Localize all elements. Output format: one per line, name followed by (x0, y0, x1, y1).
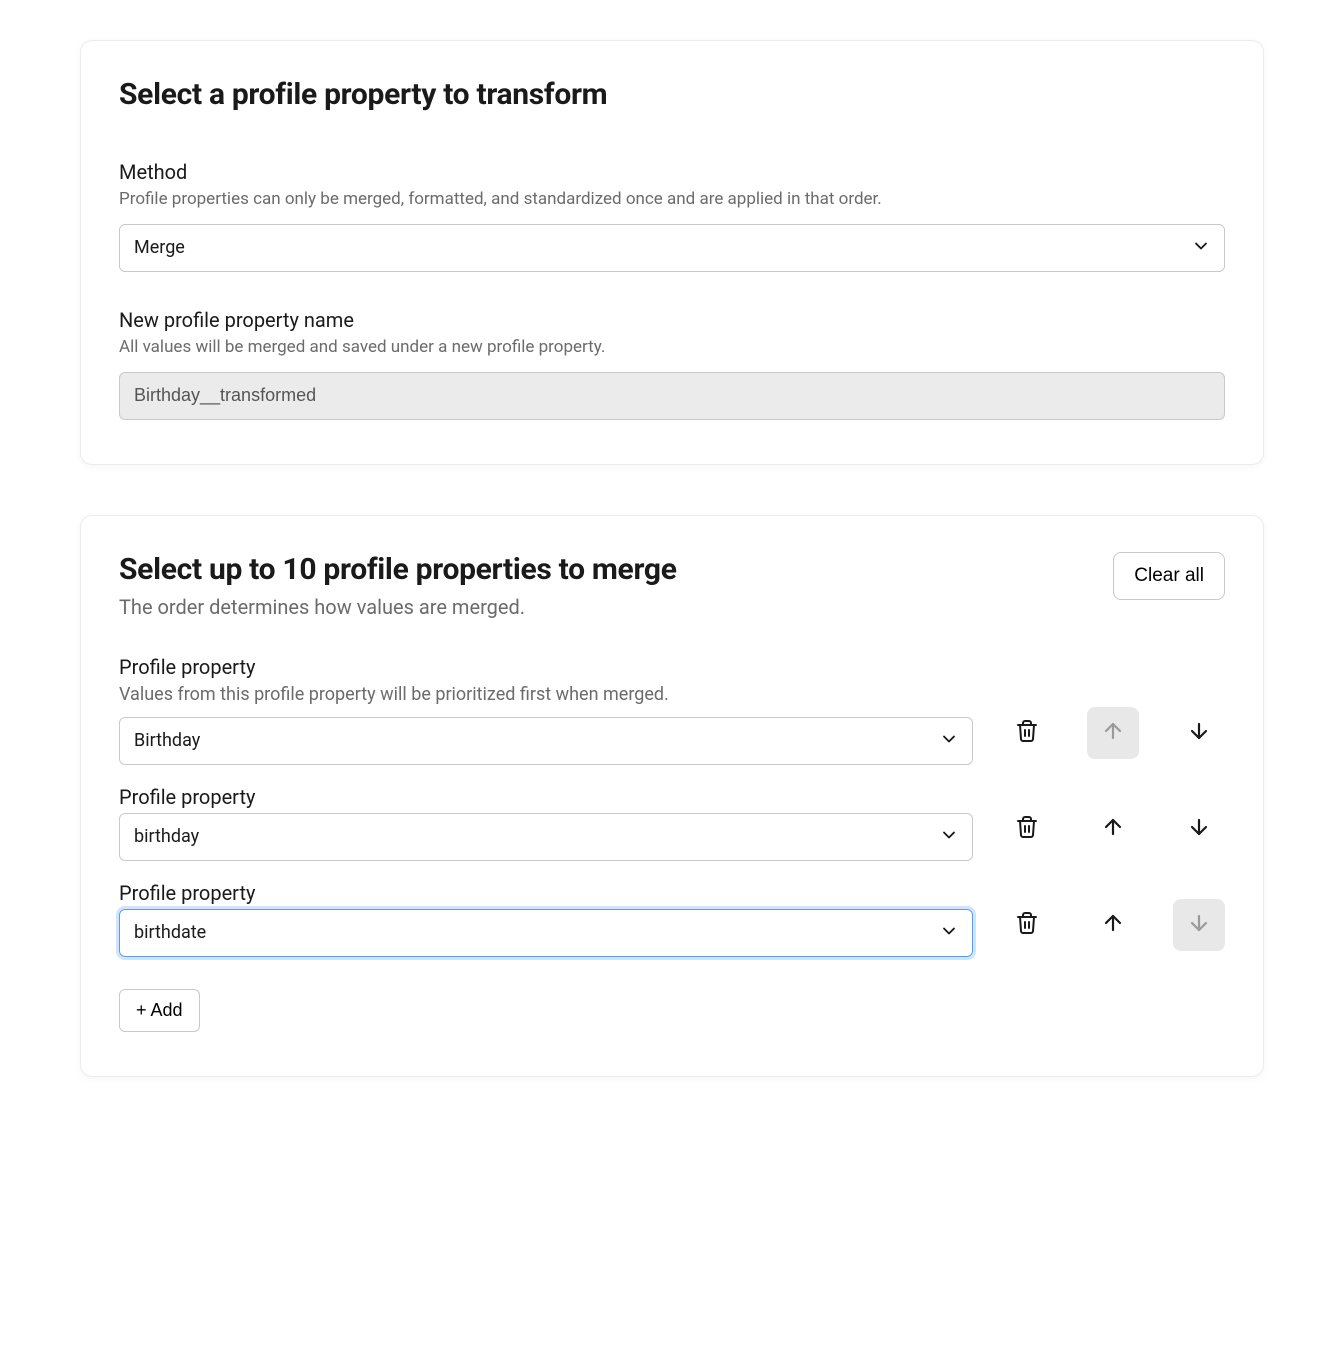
property-select[interactable]: birthdate (119, 909, 973, 957)
method-field: Method Profile properties can only be me… (119, 160, 1225, 272)
property-row: Profile property Values from this profile… (119, 655, 1225, 765)
arrow-down-icon (1187, 815, 1211, 842)
add-button[interactable]: + Add (119, 989, 200, 1032)
property-help: Values from this profile property will b… (119, 683, 973, 707)
arrow-up-icon (1101, 815, 1125, 842)
arrow-down-icon (1187, 719, 1211, 746)
clear-all-button[interactable]: Clear all (1113, 552, 1225, 600)
newprop-field: New profile property name All values wil… (119, 308, 1225, 420)
delete-button[interactable] (1001, 803, 1053, 855)
newprop-label: New profile property name (119, 308, 1225, 332)
property-rows: Profile property Values from this profile… (119, 655, 1225, 957)
move-up-button (1087, 707, 1139, 759)
property-value: Birthday (134, 730, 200, 751)
move-down-button (1173, 899, 1225, 951)
merge-card: Select up to 10 profile properties to me… (80, 515, 1264, 1077)
newprop-help: All values will be merged and saved unde… (119, 336, 1225, 360)
method-help: Profile properties can only be merged, f… (119, 188, 1225, 212)
property-actions (1001, 803, 1225, 861)
move-down-button[interactable] (1173, 803, 1225, 855)
property-value: birthdate (134, 922, 206, 943)
transform-title: Select a profile property to transform (119, 77, 1225, 112)
delete-button[interactable] (1001, 707, 1053, 759)
trash-icon (1015, 815, 1039, 842)
property-label: Profile property (119, 881, 973, 905)
newprop-input[interactable] (119, 372, 1225, 420)
method-select[interactable]: Merge (119, 224, 1225, 272)
property-main: Profile property birthdate (119, 881, 973, 957)
property-value: birthday (134, 826, 199, 847)
transform-card: Select a profile property to transform M… (80, 40, 1264, 465)
method-label: Method (119, 160, 1225, 184)
property-select[interactable]: birthday (119, 813, 973, 861)
method-value: Merge (134, 237, 185, 258)
property-row: Profile property birthdate (119, 881, 1225, 957)
merge-title: Select up to 10 profile properties to me… (119, 552, 677, 587)
trash-icon (1015, 719, 1039, 746)
property-row: Profile property birthday (119, 785, 1225, 861)
property-select[interactable]: Birthday (119, 717, 973, 765)
merge-header: Select up to 10 profile properties to me… (119, 552, 1225, 619)
arrow-up-icon (1101, 911, 1125, 938)
merge-subtitle: The order determines how values are merg… (119, 595, 677, 619)
delete-button[interactable] (1001, 899, 1053, 951)
move-up-button[interactable] (1087, 803, 1139, 855)
property-actions (1001, 707, 1225, 765)
move-up-button[interactable] (1087, 899, 1139, 951)
arrow-down-icon (1187, 911, 1211, 938)
trash-icon (1015, 911, 1039, 938)
arrow-up-icon (1101, 719, 1125, 746)
property-label: Profile property (119, 655, 973, 679)
property-actions (1001, 899, 1225, 957)
property-label: Profile property (119, 785, 973, 809)
move-down-button[interactable] (1173, 707, 1225, 759)
property-main: Profile property birthday (119, 785, 973, 861)
property-main: Profile property Values from this profile… (119, 655, 973, 765)
